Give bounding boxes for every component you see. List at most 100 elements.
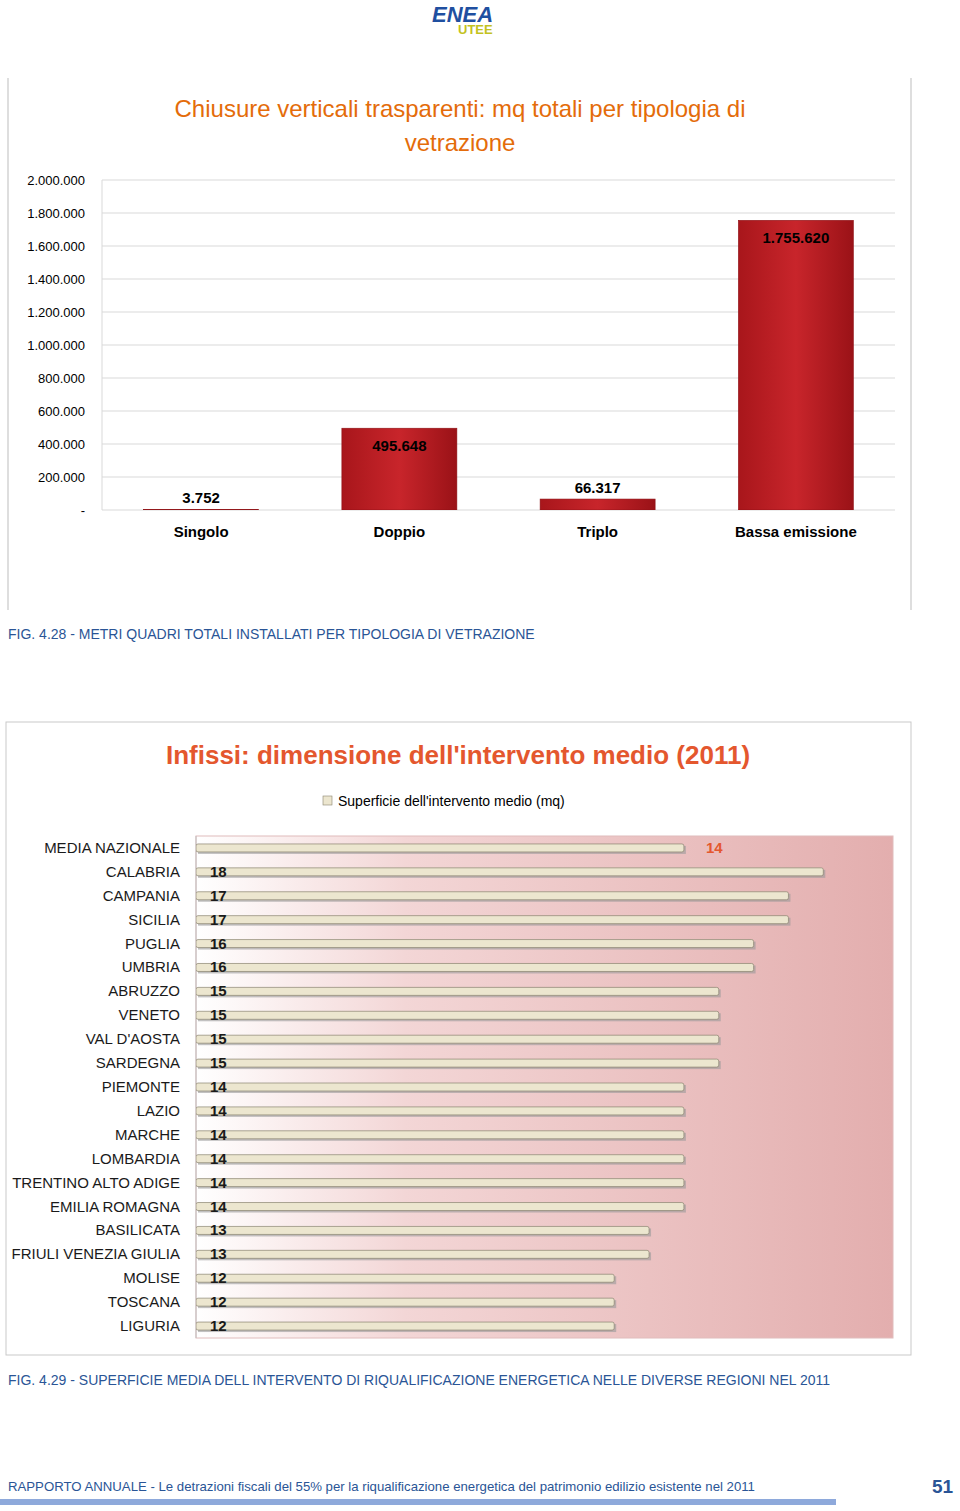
bar	[196, 892, 788, 900]
tick-label: 1.400.000	[27, 272, 85, 287]
category-label: MEDIA NAZIONALE	[44, 839, 180, 856]
page: ENEAUTEEChiusure verticali trasparenti: …	[0, 0, 960, 1511]
bars	[144, 220, 854, 510]
chart-title: Chiusure verticali trasparenti: mq total…	[175, 95, 746, 156]
footer-bar	[0, 1499, 836, 1505]
bar	[196, 987, 719, 995]
bar	[196, 1203, 684, 1211]
title-line: vetrazione	[405, 129, 516, 156]
bar	[196, 1083, 684, 1091]
plot-area	[196, 836, 893, 1338]
data-label: 16	[210, 935, 227, 952]
bar	[196, 1107, 684, 1115]
bar	[196, 844, 684, 852]
tick-label: -	[81, 503, 85, 518]
bar	[196, 1179, 684, 1187]
tick-label: 1.600.000	[27, 239, 85, 254]
category-label: VAL D'AOSTA	[86, 1030, 180, 1047]
tick-label: 400.000	[38, 437, 85, 452]
bar	[196, 916, 788, 924]
bar	[196, 1322, 614, 1330]
data-label: 14	[210, 1078, 227, 1095]
bar	[196, 1250, 649, 1258]
bar	[144, 509, 259, 510]
data-label: 12	[210, 1293, 227, 1310]
category-label: Doppio	[374, 523, 426, 540]
data-label: 495.648	[372, 437, 426, 454]
data-label: 16	[210, 958, 227, 975]
data-label: 14	[210, 1126, 227, 1143]
category-label: TRENTINO ALTO ADIGE	[12, 1174, 180, 1191]
data-label: 15	[210, 1054, 227, 1071]
category-label: CALABRIA	[106, 863, 180, 880]
category-label: ABRUZZO	[108, 982, 180, 999]
data-label: 15	[210, 1006, 227, 1023]
category-label: BASILICATA	[96, 1221, 180, 1238]
bar	[342, 428, 457, 510]
data-label: 14	[210, 1102, 227, 1119]
data-label: 1.755.620	[763, 229, 830, 246]
tick-label: 1.000.000	[27, 338, 85, 353]
data-label: 18	[210, 863, 227, 880]
category-label: LOMBARDIA	[92, 1150, 180, 1167]
category-label: LAZIO	[137, 1102, 180, 1119]
category-label: SARDEGNA	[96, 1054, 180, 1071]
data-label: 15	[210, 982, 227, 999]
data-label: 66.317	[575, 479, 621, 496]
bar	[738, 220, 853, 510]
data-label: 14	[210, 1174, 227, 1191]
title-line: Chiusure verticali trasparenti: mq total…	[175, 95, 746, 122]
tick-label: 200.000	[38, 470, 85, 485]
category-label: PUGLIA	[125, 935, 180, 952]
category-label: PIEMONTE	[102, 1078, 180, 1095]
bar	[196, 1059, 719, 1067]
category-label: FRIULI VENEZIA GIULIA	[12, 1245, 180, 1262]
chart-frame	[6, 722, 911, 1355]
data-label: 13	[210, 1221, 227, 1238]
page-number: 51	[932, 1476, 954, 1497]
data-label: 14	[210, 1150, 227, 1167]
tick-label: 1.800.000	[27, 206, 85, 221]
category-label: UMBRIA	[122, 958, 180, 975]
category-label: EMILIA ROMAGNA	[50, 1198, 180, 1215]
category-label: MARCHE	[115, 1126, 180, 1143]
bar	[196, 1155, 684, 1163]
data-label: 3.752	[182, 489, 220, 506]
data-label: 15	[210, 1030, 227, 1047]
category-label: TOSCANA	[108, 1293, 180, 1310]
bars	[196, 844, 825, 1332]
tick-label: 600.000	[38, 404, 85, 419]
frame	[8, 78, 9, 610]
chart-title: Infissi: dimensione dell'intervento medi…	[166, 740, 750, 770]
bar	[196, 940, 754, 948]
footer-text: RAPPORTO ANNUALE - Le detrazioni fiscali…	[8, 1479, 755, 1494]
tick-label: 2.000.000	[27, 173, 85, 188]
data-label: 13	[210, 1245, 227, 1262]
bar	[196, 1226, 649, 1234]
category-label: Bassa emissione	[735, 523, 857, 540]
category-label: Triplo	[577, 523, 618, 540]
logo: UTEE	[458, 22, 493, 37]
tick-label: 1.200.000	[27, 305, 85, 320]
data-label: 17	[210, 887, 227, 904]
category-label: VENETO	[119, 1006, 180, 1023]
bar	[196, 1274, 614, 1282]
data-label: 17	[210, 911, 227, 928]
category-label: SICILIA	[128, 911, 180, 928]
legend-label: Superficie dell'intervento medio (mq)	[338, 793, 565, 809]
bar	[196, 868, 823, 876]
tick-label: 800.000	[38, 371, 85, 386]
legend-swatch	[323, 796, 332, 805]
frame	[911, 78, 912, 610]
bar	[196, 963, 754, 971]
data-label: 14	[210, 1198, 227, 1215]
caption: FIG. 4.29 - SUPERFICIE MEDIA DELL INTERV…	[8, 1372, 830, 1388]
data-label: 12	[210, 1317, 227, 1334]
grid-line	[102, 180, 895, 181]
bar	[196, 1011, 719, 1019]
caption: FIG. 4.28 - METRI QUADRI TOTALI INSTALLA…	[8, 626, 535, 642]
data-label: 14	[706, 839, 723, 856]
bar	[540, 499, 655, 510]
bar	[196, 1298, 614, 1306]
category-label: MOLISE	[123, 1269, 180, 1286]
